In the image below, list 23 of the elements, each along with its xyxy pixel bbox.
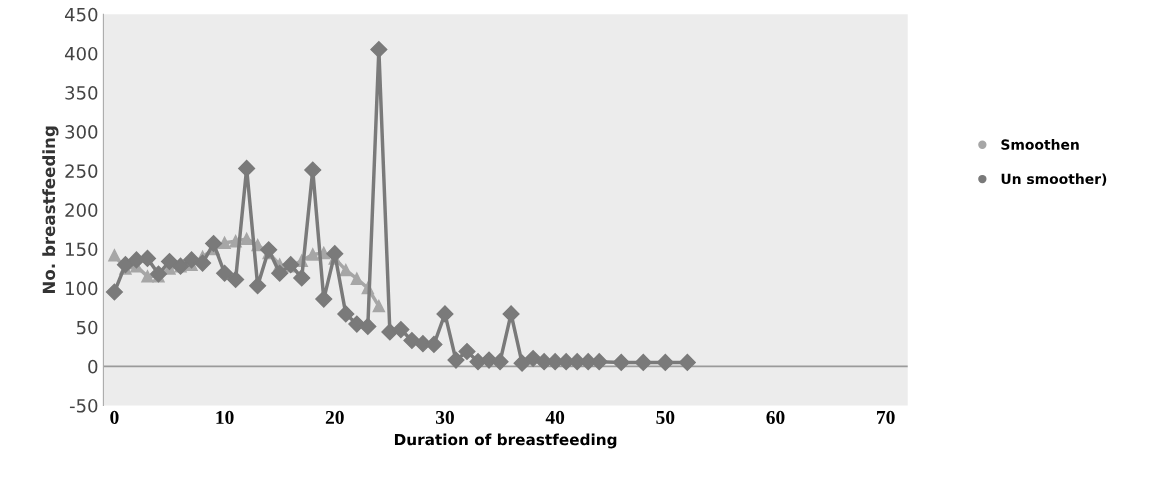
y-tick-label: 50 (76, 320, 98, 335)
x-tick-label: 20 (325, 410, 344, 424)
x-axis-title: Duration of breastfeeding (394, 433, 617, 449)
x-tick-label: 40 (545, 410, 565, 424)
legend-label: Un smoother) (1001, 173, 1107, 186)
y-tick-label: 350 (65, 86, 98, 100)
legend-label: Smoothen (1001, 139, 1079, 150)
x-tick-label: 50 (656, 410, 675, 424)
x-tick-label: 60 (766, 410, 785, 424)
x-tick-label: 10 (216, 410, 234, 424)
y-axis-title: No. breastfeeding (42, 126, 59, 294)
y-tick-label: 300 (65, 125, 98, 139)
y-tick-label: 100 (66, 281, 98, 296)
y-tick-label: 200 (65, 203, 98, 217)
y-tick-label: 250 (65, 164, 98, 178)
y-tick-label: 400 (64, 46, 98, 61)
y-tick-label: 150 (66, 242, 98, 257)
y-tick-label: 450 (64, 7, 98, 22)
y-tick-label: -50 (69, 398, 98, 413)
x-tick-label: 30 (435, 410, 454, 424)
x-tick-label: 0 (110, 410, 119, 424)
y-tick-label: 0 (88, 359, 98, 374)
x-tick-label: 70 (877, 410, 895, 424)
